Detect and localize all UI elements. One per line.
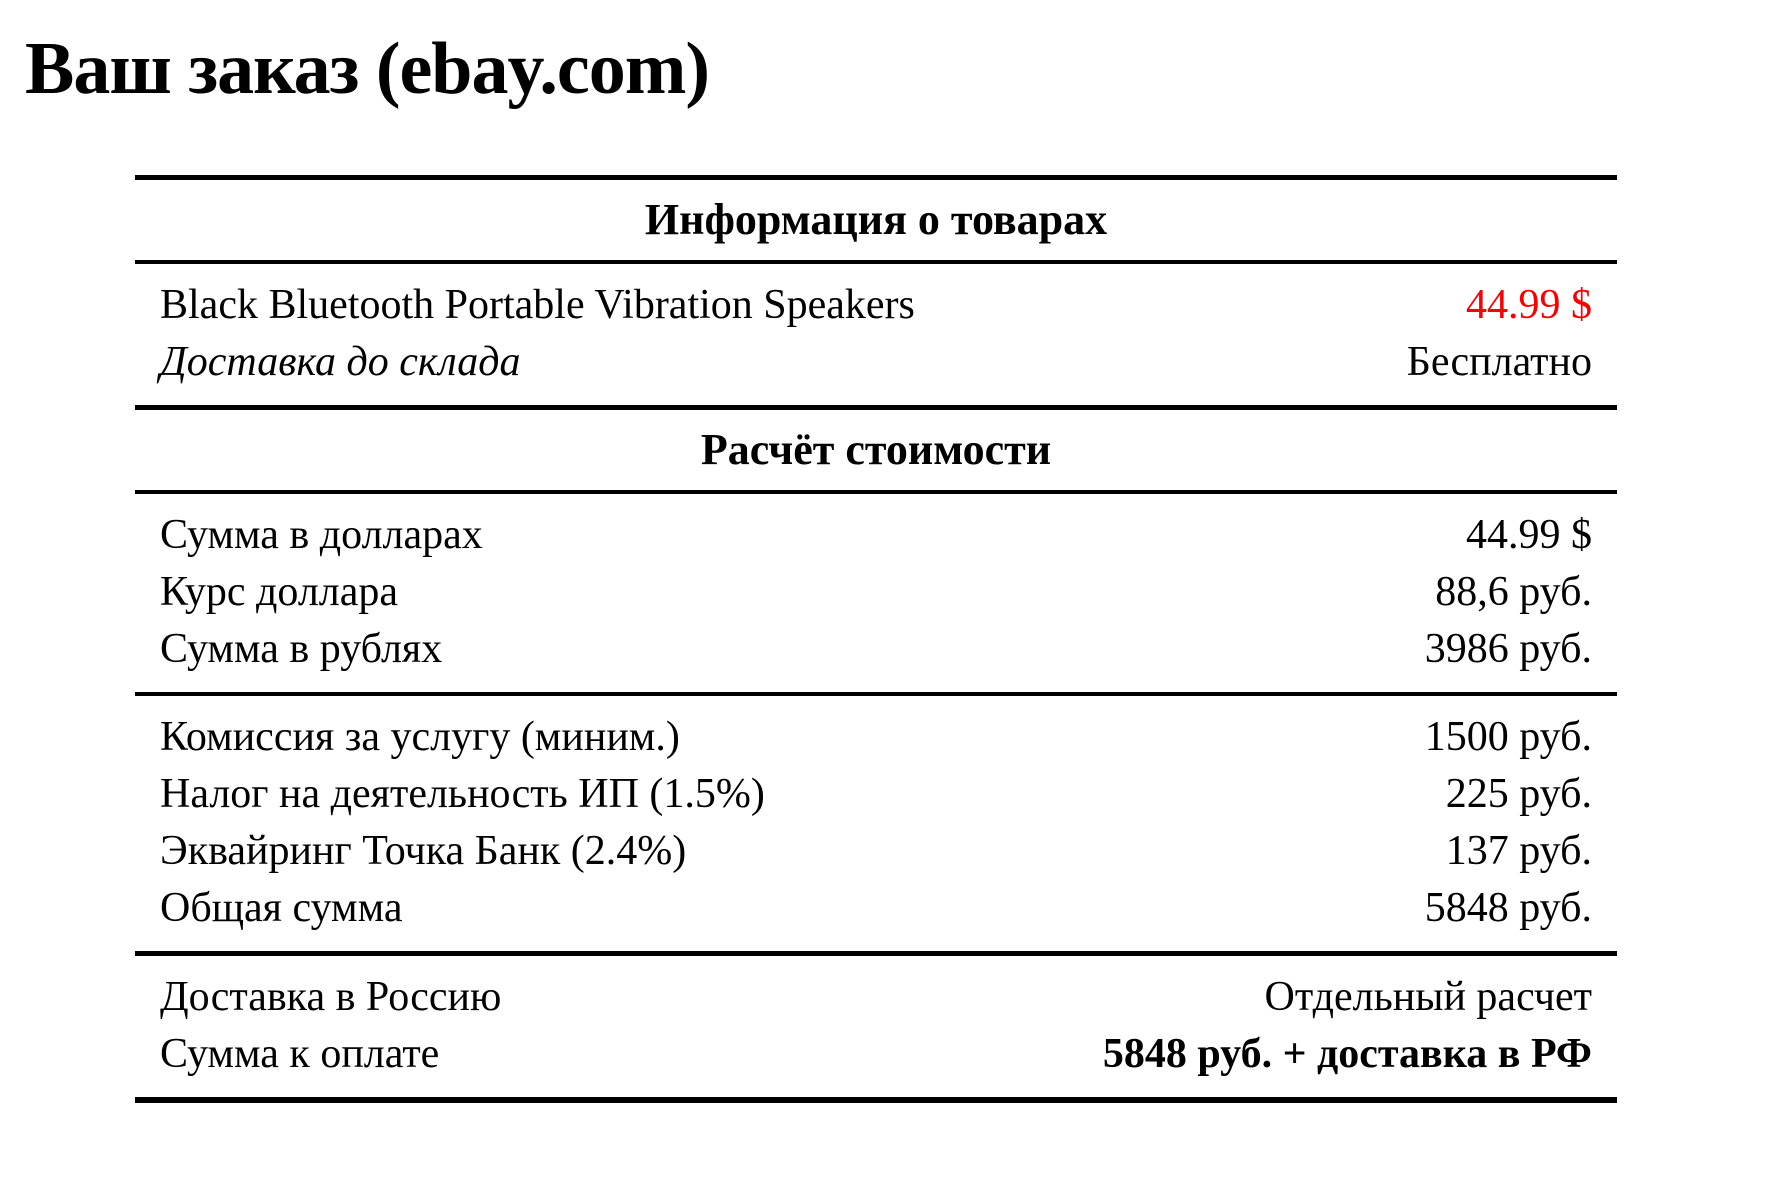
rub-sum-label: Сумма в рублях (160, 626, 443, 672)
order-table: Информация о товарах Black Bluetooth Por… (135, 175, 1617, 1103)
total-rows: Доставка в Россию Отдельный расчет Сумма… (135, 956, 1617, 1097)
usd-sum-value: 44.99 $ (1466, 512, 1592, 558)
fees-rows: Комиссия за услугу (миним.) 1500 руб. На… (135, 696, 1617, 951)
overall-sum-label: Общая сумма (160, 885, 403, 931)
conversion-rows: Сумма в долларах 44.99 $ Курс доллара 88… (135, 494, 1617, 692)
warehouse-delivery-label: Доставка до склада (160, 339, 521, 385)
table-row-product: Black Bluetooth Portable Vibration Speak… (135, 277, 1617, 334)
product-price: 44.99 $ (1466, 282, 1592, 328)
products-section-header: Информация о товарах (644, 195, 1108, 244)
table-row-exchange-rate: Курс доллара 88,6 руб. (135, 564, 1617, 621)
tax-label: Налог на деятельность ИП (1.5%) (160, 771, 765, 817)
acquiring-label: Эквайринг Точка Банк (2.4%) (160, 828, 687, 874)
usd-sum-label: Сумма в долларах (160, 512, 483, 558)
exchange-rate-label: Курс доллара (160, 569, 399, 615)
table-row-russia-delivery: Доставка в Россию Отдельный расчет (135, 969, 1617, 1026)
table-row-tax: Налог на деятельность ИП (1.5%) 225 руб. (135, 766, 1617, 823)
amount-due-label: Сумма к оплате (160, 1031, 440, 1077)
calc-header-rule (135, 490, 1617, 494)
table-row-rub-sum: Сумма в рублях 3986 руб. (135, 621, 1617, 678)
products-bottom-rule (135, 405, 1617, 410)
table-row-warehouse-delivery: Доставка до склада Бесплатно (135, 334, 1617, 391)
russia-delivery-value: Отдельный расчет (1264, 974, 1593, 1020)
rub-sum-value: 3986 руб. (1424, 626, 1592, 672)
table-row-amount-due: Сумма к оплате 5848 руб. + доставка в РФ (135, 1026, 1617, 1083)
table-row-acquiring: Эквайринг Точка Банк (2.4%) 137 руб. (135, 823, 1617, 880)
calc-section-header: Расчёт стоимости (700, 425, 1052, 474)
overall-sum-value: 5848 руб. (1424, 885, 1592, 931)
table-bottom-rule (135, 1097, 1617, 1103)
warehouse-delivery-value: Бесплатно (1406, 339, 1592, 385)
tax-value: 225 руб. (1445, 771, 1592, 817)
products-header-rule (135, 260, 1617, 264)
table-top-rule (135, 175, 1617, 180)
table-row-service-fee: Комиссия за услугу (миним.) 1500 руб. (135, 709, 1617, 766)
acquiring-value: 137 руб. (1445, 828, 1592, 874)
service-fee-label: Комиссия за услугу (миним.) (160, 714, 680, 760)
conversion-fees-rule (135, 692, 1617, 696)
service-fee-value: 1500 руб. (1424, 714, 1592, 760)
exchange-rate-value: 88,6 руб. (1435, 569, 1592, 615)
table-row-overall-sum: Общая сумма 5848 руб. (135, 880, 1617, 937)
fees-total-rule (135, 951, 1617, 956)
products-rows: Black Bluetooth Portable Vibration Speak… (135, 264, 1617, 405)
page-title: Ваш заказ (ebay.com) (25, 28, 710, 110)
russia-delivery-label: Доставка в Россию (160, 974, 502, 1020)
table-row-usd-sum: Сумма в долларах 44.99 $ (135, 507, 1617, 564)
amount-due-value: 5848 руб. + доставка в РФ (1102, 1031, 1592, 1077)
product-name: Black Bluetooth Portable Vibration Speak… (160, 282, 915, 328)
